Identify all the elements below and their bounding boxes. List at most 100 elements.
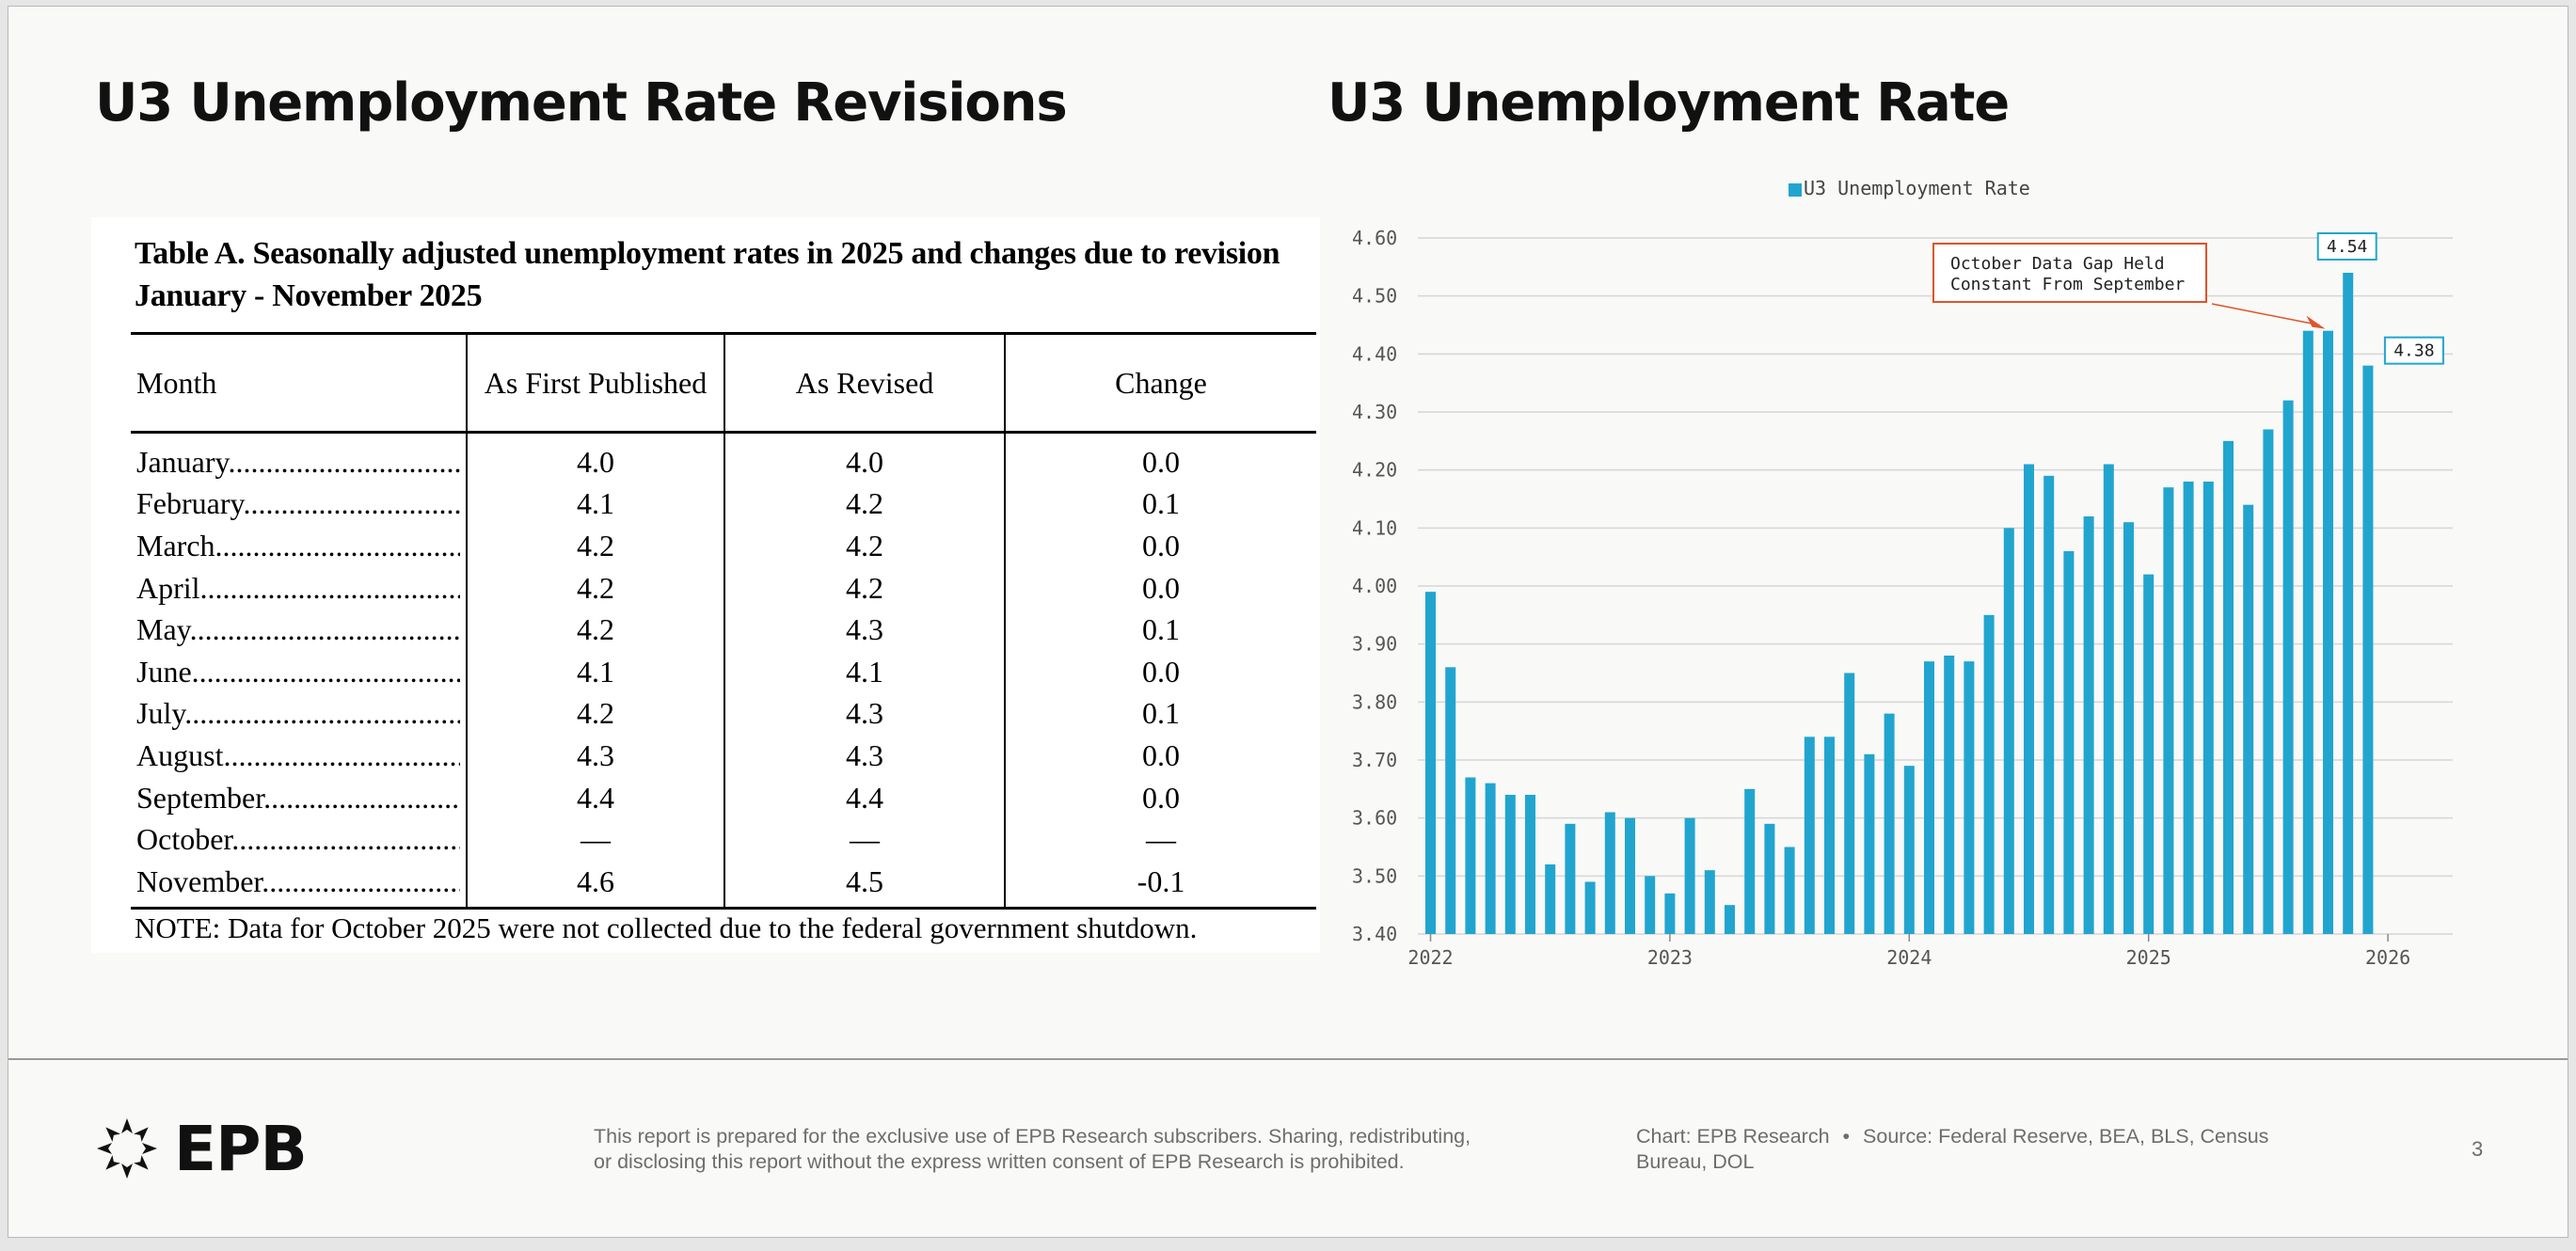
value-cell: 4.1 — [467, 483, 725, 526]
column-header: Change — [1005, 332, 1316, 434]
table-row: January.................................… — [131, 432, 1316, 483]
month-label: August..................................… — [136, 738, 460, 773]
value-callout-box — [2316, 232, 2377, 261]
y-tick-label: 3.90 — [1352, 633, 1397, 656]
bar — [1664, 893, 1676, 934]
bar — [1824, 736, 1835, 934]
bar — [1545, 864, 1556, 934]
value-cell: 0.0 — [1142, 737, 1180, 772]
table-note: NOTE: Data for October 2025 were not col… — [135, 911, 1198, 944]
legend-swatch — [1789, 183, 1802, 197]
disclaimer-line1: This report is prepared for the exclusiv… — [594, 1125, 1471, 1148]
bar — [1903, 766, 1915, 934]
y-tick-label: 4.10 — [1352, 516, 1397, 539]
table-row: April...................................… — [131, 566, 1316, 610]
month-label: October.................................… — [136, 822, 460, 857]
bar — [2143, 574, 2155, 934]
logo-petal — [121, 1118, 133, 1133]
bar — [2024, 464, 2034, 934]
table-body: January.................................… — [131, 432, 1316, 910]
month-label: April...................................… — [136, 571, 460, 606]
y-tick-label: 4.40 — [1352, 342, 1397, 365]
y-axis-ticks: 4.60 4.50 4.40 4.30 4.20 4.10 4.00 3.90 3.80 3.70… — [1352, 227, 1397, 945]
dot-leader: ........................................… — [189, 612, 460, 647]
x-tick-label: 2024 — [1886, 946, 1932, 969]
revisions-table: Month As First Published As Revised Change … — [131, 332, 1316, 910]
annotation-arrow-head — [2306, 315, 2326, 329]
month-cell: January.................................… — [131, 432, 468, 483]
bar — [1604, 812, 1615, 934]
value-cell: 4.3 — [724, 692, 1006, 736]
legend-label: U3 Unemployment Rate — [1804, 177, 2030, 199]
bar — [2043, 475, 2055, 934]
month-label: September...............................… — [136, 781, 460, 816]
value-cell: 4.0 — [467, 432, 725, 483]
annotation-text-line1: October Data Gap Held — [1950, 254, 2165, 274]
value-cell: 0.0 — [1142, 444, 1180, 479]
value-cell: 4.3 — [467, 735, 725, 777]
table-section-heading: U3 Unemployment Rate Revisions — [95, 72, 1068, 134]
month-label: July....................................… — [136, 696, 460, 731]
bar — [1764, 823, 1775, 934]
bar — [1944, 656, 1955, 934]
month-label: January.................................… — [136, 445, 460, 480]
table-row: July....................................… — [131, 692, 1316, 736]
value-cell: 4.5 — [724, 860, 1006, 910]
month-cell: July....................................… — [131, 692, 468, 736]
source-line2: Bureau, DOL — [1636, 1150, 1755, 1173]
value-cell: 4.1 — [467, 650, 725, 693]
bar — [2362, 365, 2374, 934]
y-tick-label: 4.30 — [1352, 401, 1397, 423]
y-tick-label: 3.50 — [1352, 864, 1397, 887]
bar — [1565, 823, 1576, 934]
month-cell: March...................................… — [131, 525, 468, 567]
bar — [2282, 400, 2294, 934]
logo-petal — [142, 1143, 157, 1154]
table-row: February................................… — [131, 483, 1316, 526]
value-cell: 4.2 — [467, 525, 725, 567]
bar — [1445, 667, 1456, 934]
value-cell: -0.1 — [1005, 860, 1316, 910]
value-cell: 4.3 — [724, 735, 1006, 777]
bar — [1964, 661, 1975, 934]
bar — [1864, 753, 1875, 934]
value-callout-box — [2383, 336, 2444, 365]
value-cell: 4.2 — [724, 566, 1006, 610]
epb-logo-icon — [97, 1118, 157, 1179]
month-cell: June....................................… — [131, 650, 468, 693]
month-label: May.....................................… — [136, 612, 460, 647]
bar — [2003, 528, 2014, 934]
value-cell: 0.1 — [1142, 486, 1180, 521]
bar — [2223, 440, 2234, 934]
bar — [1744, 788, 1756, 934]
column-header: As Revised — [724, 332, 1006, 434]
chart-bars — [1425, 273, 2374, 934]
value-cell: 4.4 — [724, 776, 1006, 819]
bar — [1983, 614, 1995, 934]
bar — [1804, 736, 1815, 934]
table-row: October.................................… — [131, 818, 1316, 861]
bar — [2343, 273, 2354, 934]
value-callout-label: 4.38 — [2393, 341, 2434, 361]
bar — [1784, 847, 1795, 934]
bar — [2202, 482, 2214, 934]
value-cell: 0.0 — [1142, 570, 1180, 605]
page-number: 3 — [2472, 1137, 2484, 1161]
bar — [2323, 330, 2333, 934]
dot-leader: ........................................… — [243, 486, 460, 521]
logo-petal — [97, 1143, 112, 1154]
x-tick-label: 2025 — [2126, 946, 2171, 969]
dot-leader: ........................................… — [223, 737, 460, 772]
column-header: As First Published — [467, 332, 725, 434]
table-header-row: Month As First Published As Revised Change — [131, 332, 1316, 434]
value-cell: 4.2 — [724, 483, 1006, 526]
month-label: March...................................… — [136, 529, 460, 563]
y-tick-label: 3.60 — [1352, 807, 1397, 830]
table-caption-line1: Table A. Seasonally adjusted unemploymen… — [135, 236, 1280, 271]
value-cell: — — [1146, 822, 1176, 857]
bar — [1924, 661, 1934, 934]
bar — [2123, 522, 2134, 934]
dot-leader: ........................................… — [228, 444, 460, 479]
table-row: May.....................................… — [131, 609, 1316, 651]
dot-leader: ........................................… — [231, 822, 460, 857]
